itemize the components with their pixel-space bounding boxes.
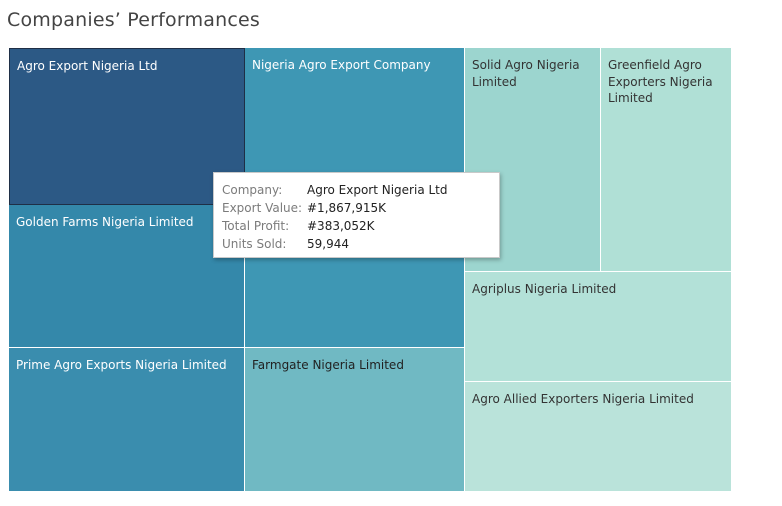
treemap-tile[interactable]: Agro Allied Exporters Nigeria Limited [465, 382, 732, 492]
treemap-tile-label: Golden Farms Nigeria Limited [16, 215, 194, 229]
tooltip-units-value: 59,944 [307, 237, 349, 251]
tooltip-export-value: #1,867,915K [307, 201, 386, 215]
tooltip-company-row: Company: Agro Export Nigeria Ltd [222, 181, 491, 199]
treemap-tile-label: Agro Allied Exporters Nigeria Limited [472, 392, 694, 406]
treemap-tile[interactable]: Agriplus Nigeria Limited [465, 272, 732, 382]
treemap-tile-label: Nigeria Agro Export Company [252, 58, 431, 72]
tooltip-profit-value: #383,052K [307, 219, 375, 233]
treemap-tile[interactable]: Agro Export Nigeria Ltd [9, 48, 245, 205]
treemap-tile-label: Greenfield Agro Exporters Nigeria Limite… [608, 58, 713, 105]
treemap-tile-label: Prime Agro Exports Nigeria Limited [16, 358, 227, 372]
tooltip-units-row: Units Sold: 59,944 [222, 235, 491, 253]
treemap-tile[interactable]: Prime Agro Exports Nigeria Limited [9, 348, 245, 492]
tooltip: Company: Agro Export Nigeria Ltd Export … [213, 172, 500, 258]
treemap-tile-label: Farmgate Nigeria Limited [252, 358, 404, 372]
tooltip-company-label: Company: [222, 183, 283, 197]
chart-title: Companies’ Performances [7, 9, 260, 31]
tooltip-export-row: Export Value: #1,867,915K [222, 199, 491, 217]
treemap-tile-label: Agriplus Nigeria Limited [472, 282, 617, 296]
tooltip-company-value: Agro Export Nigeria Ltd [307, 183, 448, 197]
treemap-tile[interactable]: Golden Farms Nigeria Limited [9, 205, 245, 348]
treemap-tile[interactable]: Greenfield Agro Exporters Nigeria Limite… [601, 48, 732, 272]
tooltip-units-label: Units Sold: [222, 237, 287, 251]
tooltip-export-label: Export Value: [222, 201, 303, 215]
treemap-tile-label: Agro Export Nigeria Ltd [17, 59, 158, 73]
treemap-tile-label: Solid Agro Nigeria Limited [472, 58, 580, 89]
tooltip-profit-row: Total Profit: #383,052K [222, 217, 491, 235]
treemap-tile[interactable]: Farmgate Nigeria Limited [245, 348, 465, 492]
tooltip-profit-label: Total Profit: [222, 219, 290, 233]
